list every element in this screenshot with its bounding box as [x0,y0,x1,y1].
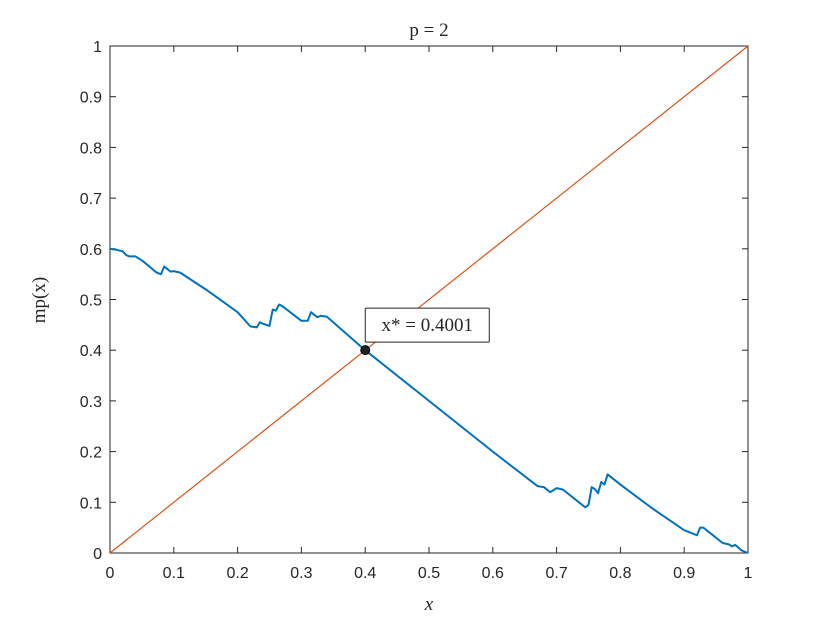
x-tick-label: 0.7 [545,565,567,582]
y-tick-label: 0.6 [80,242,102,259]
y-tick-label: 0.4 [80,343,102,360]
y-tick-label: 1 [93,39,102,56]
y-tick-label: 0.7 [80,191,102,208]
x-axis-label: x [424,594,434,615]
data-line [109,247,749,554]
annotation-point [360,345,371,356]
x-tick-label: 0.9 [673,565,695,582]
x-tick-label: 1 [744,565,753,582]
annotation-box [364,307,490,343]
annotation-text: x* = 0.4001 [382,315,473,336]
chart-title: p = 2 [409,20,448,41]
y-tick-label: 0.5 [80,293,102,310]
y-tick-label: 0.3 [80,394,102,411]
data-line [109,45,749,554]
x-tick-label: 0.8 [609,565,631,582]
y-tick-label: 0.1 [80,495,102,512]
x-tick-label: 0.4 [354,565,376,582]
x-tick-label: 0 [106,565,115,582]
y-tick-label: 0.9 [80,90,102,107]
y-tick-label: 0.2 [80,445,102,462]
y-tick-label: 0.8 [80,140,102,157]
x-tick-label: 0.2 [226,565,248,582]
x-tick-label: 0.1 [163,565,185,582]
x-tick-label: 0.5 [418,565,440,582]
x-tick-label: 0.3 [290,565,312,582]
x-tick-label: 0.6 [482,565,504,582]
y-axis-label: mp(x) [29,277,50,323]
y-tick-label: 0 [93,546,102,563]
